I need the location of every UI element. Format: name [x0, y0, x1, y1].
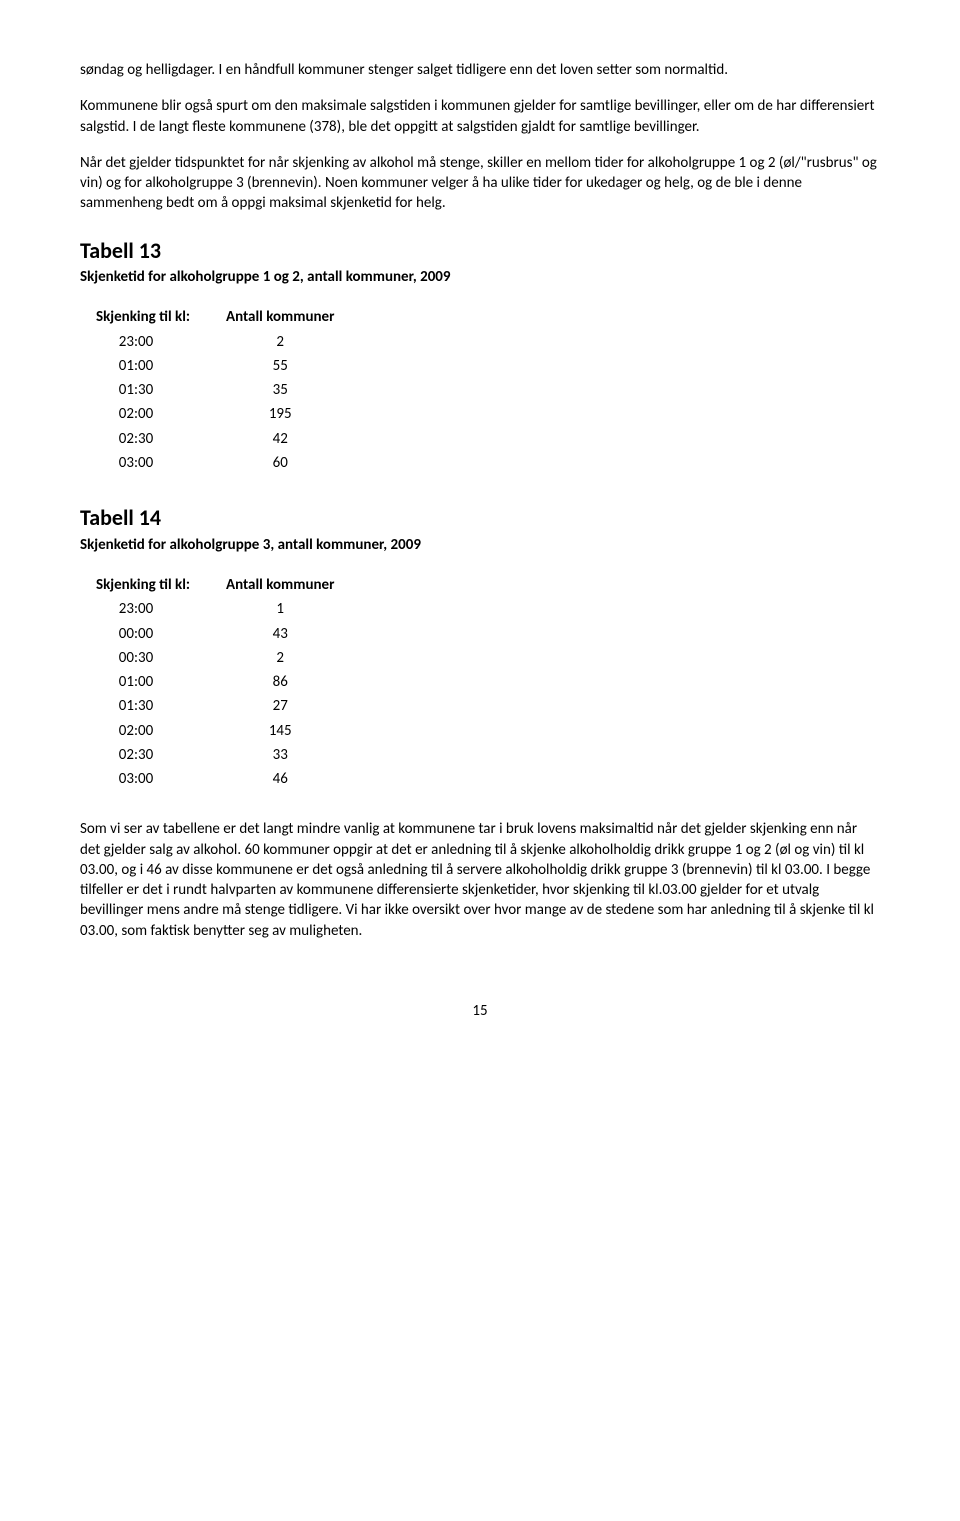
cell-time: 01:00	[96, 670, 216, 694]
cell-time: 02:00	[96, 402, 216, 426]
cell-count: 195	[216, 402, 344, 426]
cell-count: 60	[216, 451, 344, 475]
body-paragraph: Kommunene blir også spurt om den maksima…	[80, 96, 880, 137]
cell-count: 145	[216, 719, 344, 743]
table-row: 23:001	[96, 597, 344, 621]
table-row: 02:3033	[96, 743, 344, 767]
table13-heading: Tabell 13	[80, 236, 880, 266]
cell-time: 23:00	[96, 330, 216, 354]
cell-time: 00:30	[96, 646, 216, 670]
table13-subheading: Skjenketid for alkoholgruppe 1 og 2, ant…	[80, 267, 880, 287]
table-row: 01:0086	[96, 670, 344, 694]
cell-count: 43	[216, 622, 344, 646]
table13-body: 23:00201:005501:303502:0019502:304203:00…	[96, 330, 344, 476]
cell-time: 03:00	[96, 767, 216, 791]
cell-count: 2	[216, 646, 344, 670]
cell-time: 02:00	[96, 719, 216, 743]
table-header-row: Skjenking til kl: Antall kommuner	[96, 305, 344, 329]
table-header-row: Skjenking til kl: Antall kommuner	[96, 573, 344, 597]
body-paragraph: søndag og helligdager. I en håndfull kom…	[80, 60, 880, 80]
cell-count: 86	[216, 670, 344, 694]
cell-time: 02:30	[96, 743, 216, 767]
cell-time: 00:00	[96, 622, 216, 646]
table14-body: 23:00100:004300:30201:008601:302702:0014…	[96, 597, 344, 791]
cell-time: 03:00	[96, 451, 216, 475]
cell-time: 01:00	[96, 354, 216, 378]
body-paragraph: Når det gjelder tidspunktet for når skje…	[80, 153, 880, 214]
cell-count: 2	[216, 330, 344, 354]
cell-count: 42	[216, 427, 344, 451]
table14-heading: Tabell 14	[80, 503, 880, 533]
cell-count: 35	[216, 378, 344, 402]
table-row: 00:302	[96, 646, 344, 670]
table14-subheading: Skjenketid for alkoholgruppe 3, antall k…	[80, 535, 880, 555]
cell-count: 46	[216, 767, 344, 791]
page-number: 15	[80, 1001, 880, 1021]
cell-time: 01:30	[96, 694, 216, 718]
cell-count: 1	[216, 597, 344, 621]
table-row: 23:002	[96, 330, 344, 354]
cell-time: 02:30	[96, 427, 216, 451]
table13-col2-header: Antall kommuner	[216, 305, 344, 329]
table-row: 01:3027	[96, 694, 344, 718]
table14-col2-header: Antall kommuner	[216, 573, 344, 597]
table14-col1-header: Skjenking til kl:	[96, 573, 216, 597]
table-row: 03:0060	[96, 451, 344, 475]
table-row: 00:0043	[96, 622, 344, 646]
cell-count: 33	[216, 743, 344, 767]
body-paragraph: Som vi ser av tabellene er det langt min…	[80, 819, 880, 941]
table-row: 01:3035	[96, 378, 344, 402]
table14: Skjenking til kl: Antall kommuner 23:001…	[96, 573, 344, 791]
table-row: 02:00145	[96, 719, 344, 743]
cell-time: 23:00	[96, 597, 216, 621]
table-row: 01:0055	[96, 354, 344, 378]
cell-time: 01:30	[96, 378, 216, 402]
cell-count: 27	[216, 694, 344, 718]
table13: Skjenking til kl: Antall kommuner 23:002…	[96, 305, 344, 475]
table13-col1-header: Skjenking til kl:	[96, 305, 216, 329]
table-row: 03:0046	[96, 767, 344, 791]
table-row: 02:3042	[96, 427, 344, 451]
table-row: 02:00195	[96, 402, 344, 426]
cell-count: 55	[216, 354, 344, 378]
